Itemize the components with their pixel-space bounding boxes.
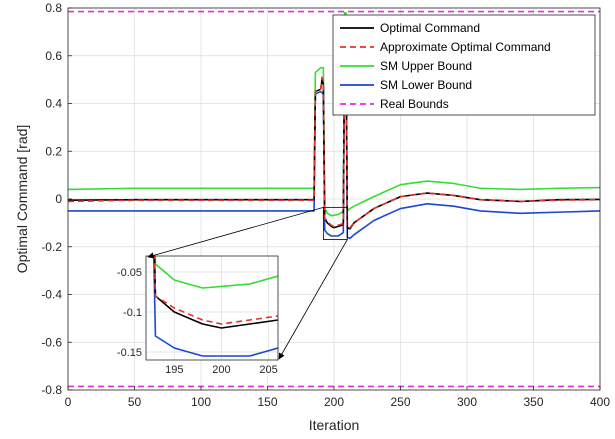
inset-frame	[145, 255, 279, 361]
x-tick-label: 0	[65, 395, 72, 409]
legend-label-approximate-optimal-command: Approximate Optimal Command	[380, 40, 551, 54]
inset-y-tick-label: -0.15	[117, 347, 142, 359]
x-tick-label: 250	[390, 395, 410, 409]
series-line-approximate-optimal-command	[68, 23, 600, 229]
x-tick-label: 50	[128, 395, 142, 409]
legend-label-optimal-command: Optimal Command	[380, 21, 480, 35]
x-tick-label: 150	[257, 395, 277, 409]
inset-y-tick-label: -0.1	[123, 307, 142, 319]
legend-label-sm-upper-bound: SM Upper Bound	[380, 59, 472, 73]
x-tick-label: 350	[523, 395, 543, 409]
legend-label-real-bounds: Real Bounds	[380, 97, 449, 111]
y-tick-label: 0.2	[45, 144, 62, 158]
x-tick-label: 100	[191, 395, 211, 409]
y-axis-label: Optimal Command [rad]	[14, 125, 30, 274]
legend-items: Optimal Command Approximate Optimal Comma…	[340, 21, 551, 111]
inset-x-tick-label: 195	[165, 364, 183, 376]
y-tick-label: 0.4	[45, 97, 62, 111]
legend-box	[332, 14, 596, 116]
y-tick-label: -0.8	[41, 383, 62, 397]
y-tick-label: 0.8	[45, 1, 62, 15]
inset-x-tick-label: 200	[212, 364, 230, 376]
x-tick-label: 200	[324, 395, 344, 409]
inset-x-tick-label: 205	[259, 364, 277, 376]
zoom-arrow-lower	[278, 239, 348, 360]
y-tick-label: -0.4	[41, 288, 62, 302]
zoom-arrow-upper	[147, 206, 324, 259]
y-tick-label: 0.6	[45, 49, 62, 63]
inset-y-tick-label: -0.05	[117, 267, 142, 279]
y-tick-label: 0	[55, 192, 62, 206]
tick-layer: 0 50 100 150 200 250 300 350 400 -0.8 -0.6 -0.4 -0.2…	[41, 1, 610, 409]
x-tick-label: 300	[457, 395, 477, 409]
zoom-region-box	[322, 206, 348, 240]
inset-tick-layer: 195 200 205 -0.15 -0.1 -0.05	[117, 267, 278, 376]
inset-background	[146, 256, 278, 360]
x-tick-label: 400	[590, 395, 610, 409]
legend-label-sm-lower-bound: SM Lower Bound	[380, 78, 472, 92]
y-tick-label: -0.6	[41, 335, 62, 349]
series-line-optimal-command	[68, 23, 600, 230]
x-axis-label: Iteration	[309, 417, 360, 433]
legend: Optimal Command Approximate Optimal Comma…	[332, 14, 596, 116]
inset-plot: 195 200 205 -0.15 -0.1 -0.05	[117, 255, 279, 376]
y-tick-label: -0.2	[41, 240, 62, 254]
